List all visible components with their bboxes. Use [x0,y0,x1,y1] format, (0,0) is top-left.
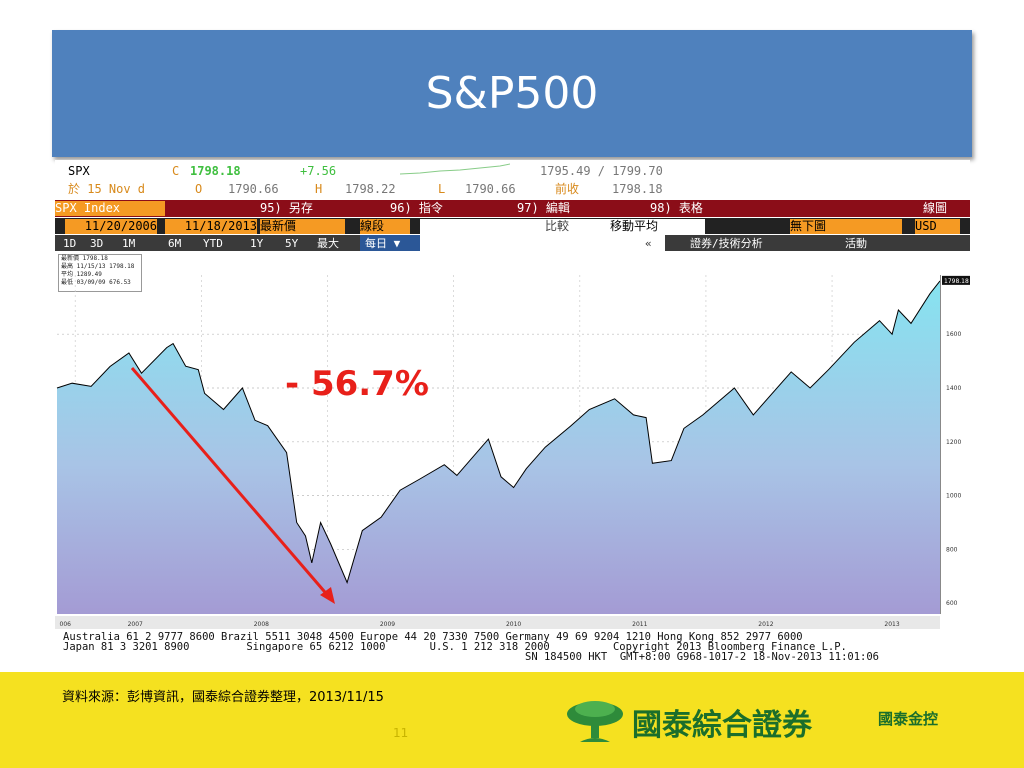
lower-chart[interactable]: 無下圖 [790,219,902,234]
menu-item[interactable]: 95) 另存 [260,201,313,215]
y-tick-label: 1000 [946,493,961,500]
menu-item[interactable]: 96) 指令 [390,201,443,215]
y-tick-label: 600 [946,600,958,607]
bid-ask: 1795.49 / 1799.70 [540,164,663,178]
ticker: SPX [68,164,90,178]
x-tick-label: 2008 [254,621,269,628]
menu-bar [55,200,970,217]
annotation: - 56.7% [285,364,429,404]
start-date[interactable]: 11/20/2006 [65,219,157,234]
area [57,280,940,614]
period-button[interactable]: 5Y [285,237,299,250]
contact-line: Australia 61 2 9777 8600 Brazil 5511 304… [63,631,803,643]
chart: 600 800 1000 1200 1400 1600 006 2007 2008 2009 201… [55,275,970,629]
y-tick-label: 1200 [946,439,961,446]
axis [940,275,941,614]
arrow-head [320,587,335,604]
period-button[interactable]: 最大 [317,237,339,250]
x-tick-label: 2013 [884,621,899,628]
input-box[interactable] [420,235,665,251]
field[interactable]: 最新價 [260,219,345,234]
legend-entry: 最高 11/15/13 1798.18 [61,263,135,270]
x-tick-label: 2011 [632,621,647,628]
legend-entry: 最新價 1798.18 [61,255,108,262]
moving-average[interactable]: 移動平均 [610,219,659,233]
period-button[interactable]: 6M [168,237,182,250]
sparkline [400,163,510,175]
arrow [130,367,332,599]
x-tick-label: 2012 [758,621,773,628]
period-button[interactable]: YTD [203,237,223,250]
change: +7.56 [300,164,337,178]
value: 1790.66 [228,182,279,196]
last-tag-bg [942,275,970,285]
x-tick-label: 2007 [128,621,143,628]
x-tick-label: 2009 [380,621,395,628]
legend-entry: 平均 1289.49 [61,271,102,278]
line [56,280,941,584]
last-price: 1798.18 [190,164,241,178]
label: C [172,164,180,178]
end-date[interactable]: 11/18/2013 [165,219,257,234]
slide-title: S&P500 [52,30,972,157]
legend-entry: 最低 03/09/09 676.53 [61,279,131,286]
contact-line: Japan 81 3 3201 8900 Singapore 65 6212 1… [63,641,847,653]
x-tick-label: 006 [60,621,72,628]
footer-band [0,672,1024,768]
period-button[interactable]: 每日 ▼ [365,237,401,250]
period-button[interactable]: « [645,237,652,250]
label: H [315,182,323,196]
compare[interactable]: 比較 [545,219,570,233]
period-button[interactable]: 1M [122,237,136,250]
legend-box [58,254,142,292]
security[interactable]: SPX Index [55,201,165,216]
logo-text: 國泰綜合證券 [632,708,812,743]
label: L [438,182,446,196]
menu-item[interactable]: 線圖 [923,201,948,215]
period-button[interactable]: 1D [63,237,77,250]
label: 前收 [555,182,580,196]
plot: 600 800 1000 1200 1400 1600 006 2007 2008 2009 201… [56,275,970,628]
last-tag: 1798.18 [944,278,969,285]
value: 1798.22 [345,182,396,196]
value: 1798.18 [612,182,663,196]
value: 1790.66 [465,182,516,196]
label: O [195,182,203,196]
currency[interactable]: USD [915,219,960,234]
period-button[interactable]: 活動 [845,237,867,250]
x-axis-strip [55,616,940,629]
source-note: 資料來源：彭博資訊，國泰綜合證券整理，2013/11/15 [62,690,384,705]
y-tick-label: 800 [946,546,958,553]
y-tick-label: 1600 [946,331,961,338]
y-tick-label: 1400 [946,385,961,392]
input-box[interactable] [420,219,705,234]
x-tick-label: 2010 [506,621,521,628]
logo-icon [567,701,623,742]
menu-item[interactable]: 98) 表格 [650,201,703,215]
selected-period [360,235,420,251]
period-button[interactable]: 3D [90,237,104,250]
menu-item[interactable]: 97) 編輯 [517,201,570,215]
page-number: 11 [393,726,409,740]
style[interactable]: 線段 [360,219,410,234]
logo-group: 國泰金控 [878,710,939,728]
contact-line: SN 184500 HKT GMT+8:00 G968-1017-2 18-No… [525,651,880,663]
date: 於 15 Nov d [68,182,146,196]
period-button[interactable]: 1Y [250,237,264,250]
period-button[interactable]: 證券/技術分析 [690,237,763,250]
